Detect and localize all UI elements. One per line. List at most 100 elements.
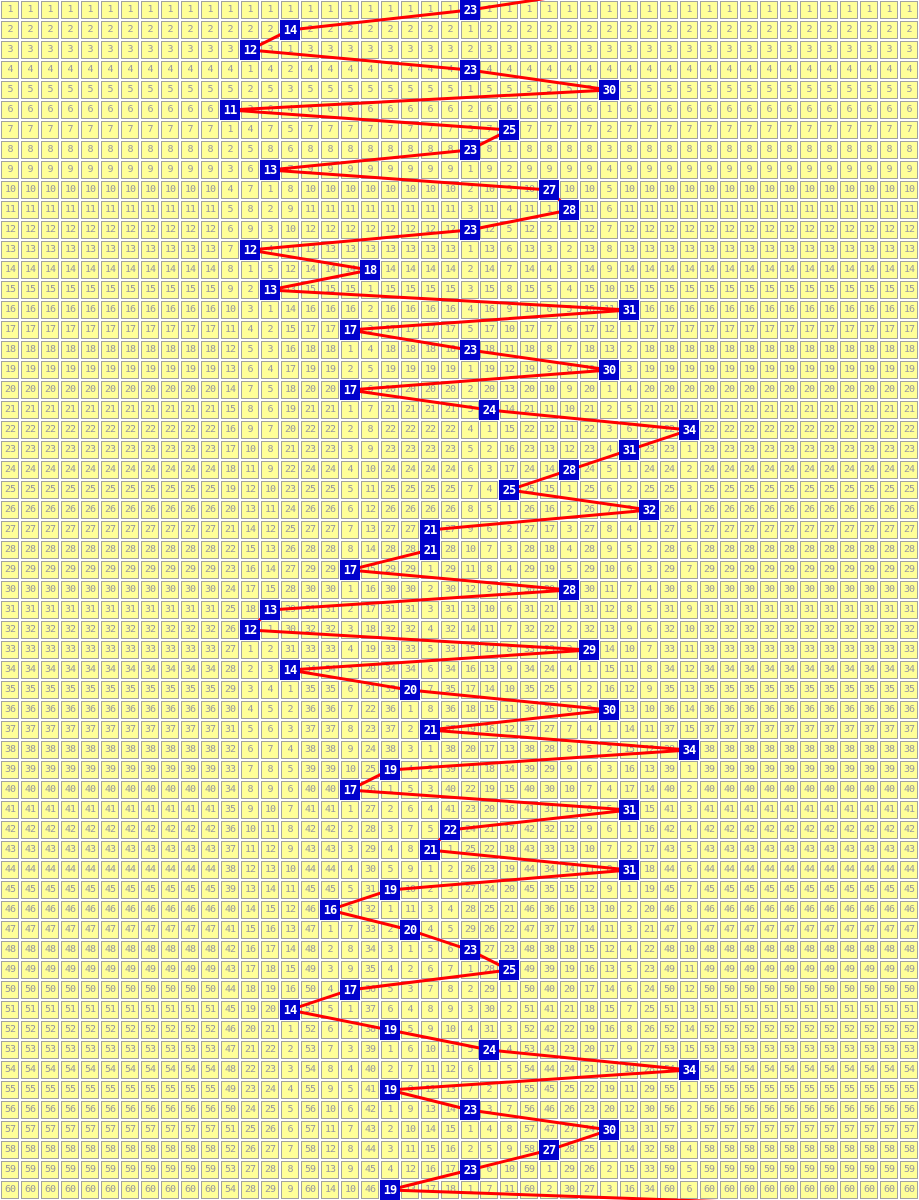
miss-count-cell: 2 <box>61 21 79 39</box>
hit-cell: 19 <box>380 1180 400 1200</box>
hit-cell: 30 <box>599 700 619 720</box>
miss-count-cell: 1 <box>820 1 838 19</box>
miss-count-cell: 4 <box>141 61 159 79</box>
miss-count-cell: 2 <box>820 21 838 39</box>
miss-count-cell: 3 <box>760 41 778 59</box>
hit-cell: 31 <box>619 300 639 320</box>
miss-count-cell: 4 <box>860 61 878 79</box>
miss-count-cell: 4 <box>41 61 59 79</box>
hit-cell: 20 <box>400 680 420 700</box>
hit-cell: 21 <box>420 520 440 540</box>
miss-count-cell: 2 <box>201 21 219 39</box>
miss-count-cell: 4 <box>720 61 738 79</box>
hit-cell: 14 <box>280 660 300 680</box>
hit-cell: 34 <box>679 1060 699 1080</box>
miss-count-cell: 2 <box>141 21 159 39</box>
miss-count-cell: 1 <box>860 1 878 19</box>
miss-count-cell: 2 <box>1 21 19 39</box>
miss-count-cell: 2 <box>760 21 778 39</box>
hit-cell: 32 <box>639 500 659 520</box>
miss-count-cell: 3 <box>820 41 838 59</box>
miss-count-cell: 3 <box>121 41 139 59</box>
hit-cell: 28 <box>559 580 579 600</box>
hit-cell: 24 <box>479 1040 499 1060</box>
miss-count-cell: 4 <box>760 61 778 79</box>
miss-count-cell: 2 <box>780 21 798 39</box>
miss-count-cell: 1 <box>760 1 778 19</box>
miss-count-cell: 1 <box>41 1 59 19</box>
miss-count-cell: 1 <box>161 1 179 19</box>
miss-count-cell: 3 <box>740 41 758 59</box>
miss-count-cell: 2 <box>880 21 898 39</box>
miss-count-cell: 1 <box>201 1 219 19</box>
miss-count-cell: 1 <box>1 1 19 19</box>
miss-count-cell: 4 <box>81 61 99 79</box>
miss-count-cell: 3 <box>860 41 878 59</box>
miss-count-cell: 4 <box>161 61 179 79</box>
hit-cell: 23 <box>460 220 480 240</box>
miss-count-cell: 3 <box>880 41 898 59</box>
miss-count-cell: 4 <box>740 61 758 79</box>
miss-count-cell: 2 <box>101 21 119 39</box>
miss-count-cell: 3 <box>720 41 738 59</box>
hit-cell: 19 <box>380 1020 400 1040</box>
hit-cell: 23 <box>460 60 480 80</box>
miss-count-cell: 3 <box>201 41 219 59</box>
hit-cell: 18 <box>360 260 380 280</box>
hit-cell: 17 <box>340 380 360 400</box>
hit-cell: 13 <box>260 160 280 180</box>
miss-count-cell: 3 <box>1 41 19 59</box>
miss-count-cell: 3 <box>61 41 79 59</box>
miss-count-cell: 4 <box>840 61 858 79</box>
miss-count-cell: 3 <box>181 41 199 59</box>
miss-count-cell: 2 <box>740 21 758 39</box>
miss-count-cell: 4 <box>780 61 798 79</box>
hit-cell: 17 <box>340 320 360 340</box>
miss-count-cell: 2 <box>81 21 99 39</box>
miss-count-cell: 2 <box>800 21 818 39</box>
hit-cell: 20 <box>400 920 420 940</box>
hit-cell: 28 <box>559 460 579 480</box>
miss-count-cell: 3 <box>800 41 818 59</box>
miss-count-cell: 4 <box>820 61 838 79</box>
hit-cell: 14 <box>280 1000 300 1020</box>
miss-count-cell: 1 <box>61 1 79 19</box>
miss-count-cell: 2 <box>121 21 139 39</box>
miss-count-cell: 3 <box>41 41 59 59</box>
hit-cell: 31 <box>619 440 639 460</box>
hit-cell: 30 <box>599 80 619 100</box>
hit-cell: 34 <box>679 420 699 440</box>
hit-cell: 23 <box>460 1160 480 1180</box>
hit-cell: 19 <box>380 1080 400 1100</box>
miss-count-cell: 3 <box>780 41 798 59</box>
miss-count-cell: 3 <box>161 41 179 59</box>
miss-count-cell: 2 <box>181 21 199 39</box>
miss-count-cell: 1 <box>720 1 738 19</box>
hit-cell: 12 <box>240 240 260 260</box>
miss-count-cell: 2 <box>161 21 179 39</box>
miss-count-cell: 1 <box>840 1 858 19</box>
hit-cell: 17 <box>340 980 360 1000</box>
hit-cell: 11 <box>220 100 240 120</box>
miss-count-cell: 4 <box>61 61 79 79</box>
hit-cell: 19 <box>380 760 400 780</box>
miss-count-cell: 3 <box>101 41 119 59</box>
hit-cell: 23 <box>460 940 480 960</box>
miss-count-cell: 2 <box>840 21 858 39</box>
miss-count-cell: 3 <box>840 41 858 59</box>
miss-count-cell: 4 <box>121 61 139 79</box>
hit-cell: 21 <box>420 840 440 860</box>
hit-cell: 27 <box>539 180 559 200</box>
miss-count-cell: 1 <box>21 1 39 19</box>
miss-count-cell: 4 <box>21 61 39 79</box>
miss-count-cell: 4 <box>800 61 818 79</box>
hit-cell: 29 <box>579 640 599 660</box>
miss-count-cell: 4 <box>181 61 199 79</box>
miss-count-cell: 2 <box>21 21 39 39</box>
miss-count-cell: 1 <box>121 1 139 19</box>
hit-cell: 17 <box>340 780 360 800</box>
miss-count-cell: 2 <box>41 21 59 39</box>
miss-count-cell: 3 <box>21 41 39 59</box>
